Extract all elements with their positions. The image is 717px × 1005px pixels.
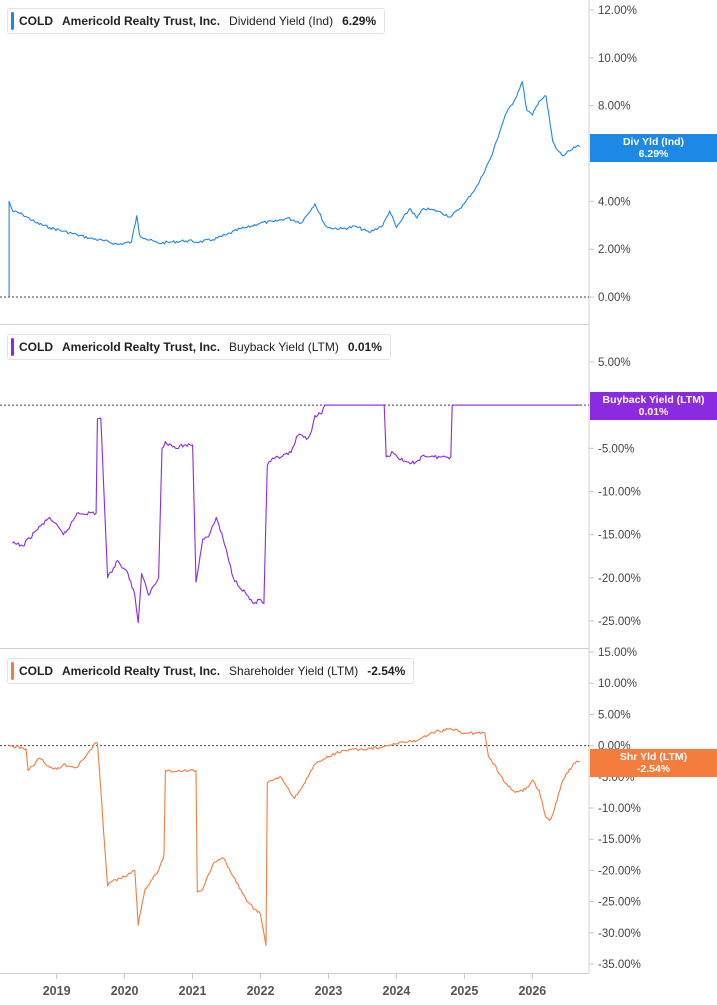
series-line-div — [8, 81, 581, 297]
legend-shareholder-yield: COLD Americold Realty Trust, Inc. Shareh… — [7, 658, 415, 684]
x-tick-label: 2024 — [383, 984, 411, 998]
y-tick-label: -15.00% — [598, 834, 641, 846]
legend-company: Americold Realty Trust, Inc. — [62, 664, 221, 678]
legend-buyback-yield: COLD Americold Realty Trust, Inc. Buybac… — [7, 334, 391, 360]
series-line-shareholder — [8, 727, 581, 946]
y-tick-label: 10.00% — [598, 53, 637, 65]
legend-color-bar — [11, 12, 14, 30]
badge-buyback-yield: Buyback Yield (LTM) 0.01% — [590, 392, 717, 420]
legend-ticker: COLD — [19, 14, 53, 28]
x-tick-label: 2026 — [518, 984, 546, 998]
y-tick-label: 10.00% — [598, 678, 637, 690]
legend-company: Americold Realty Trust, Inc. — [62, 340, 221, 354]
x-tick-label: 2019 — [43, 984, 71, 998]
badge-value: -2.54% — [636, 763, 671, 775]
y-tick-label: -25.00% — [598, 616, 641, 628]
y-tick-label: -10.00% — [598, 803, 641, 815]
legend-value: 6.29% — [342, 14, 377, 28]
badge-shareholder-yield: Shr Yld (LTM) -2.54% — [590, 749, 717, 777]
badge-label: Shr Yld (LTM) — [619, 751, 688, 763]
y-tick-label: 15.00% — [598, 647, 637, 659]
legend-dividend-yield: COLD Americold Realty Trust, Inc. Divide… — [7, 8, 386, 34]
legend-color-bar — [11, 662, 14, 680]
x-tick-label: 2020 — [111, 984, 139, 998]
y-tick-label: -10.00% — [598, 487, 641, 499]
series-line-buyback — [12, 404, 580, 624]
badge-label: Buyback Yield (LTM) — [602, 394, 705, 406]
y-tick-label: 2.00% — [598, 244, 631, 256]
badge-value: 0.01% — [638, 406, 669, 418]
badge-label: Div Yld (Ind) — [622, 136, 685, 148]
y-tick-label: -25.00% — [598, 897, 641, 909]
x-tick-label: 2022 — [247, 984, 275, 998]
x-tick-label: 2025 — [450, 984, 478, 998]
legend-company: Americold Realty Trust, Inc. — [62, 14, 221, 28]
legend-metric: Buyback Yield (LTM) — [229, 340, 339, 354]
badge-value: 6.29% — [638, 148, 669, 160]
y-tick-label: -20.00% — [598, 573, 641, 585]
y-tick-label: -20.00% — [598, 865, 641, 877]
y-tick-label: -5.00% — [598, 443, 634, 455]
legend-metric: Shareholder Yield (LTM) — [229, 664, 359, 678]
legend-metric: Dividend Yield (Ind) — [229, 14, 334, 28]
x-tick-label: 2023 — [315, 984, 343, 998]
legend-value: -2.54% — [367, 664, 406, 678]
x-tick-label: 2021 — [179, 984, 207, 998]
legend-ticker: COLD — [19, 664, 53, 678]
y-tick-label: 5.00% — [598, 357, 631, 369]
legend-value: 0.01% — [347, 340, 382, 354]
legend-ticker: COLD — [19, 340, 53, 354]
y-tick-label: -35.00% — [598, 959, 641, 971]
y-tick-label: 12.00% — [598, 5, 637, 17]
y-tick-label: -15.00% — [598, 530, 641, 542]
y-tick-label: -30.00% — [598, 928, 641, 940]
y-tick-label: 4.00% — [598, 196, 631, 208]
y-tick-label: 0.00% — [598, 292, 631, 304]
badge-dividend-yield: Div Yld (Ind) 6.29% — [590, 134, 717, 162]
y-tick-label: 8.00% — [598, 101, 631, 113]
legend-color-bar — [11, 338, 14, 356]
y-tick-label: 5.00% — [598, 709, 631, 721]
